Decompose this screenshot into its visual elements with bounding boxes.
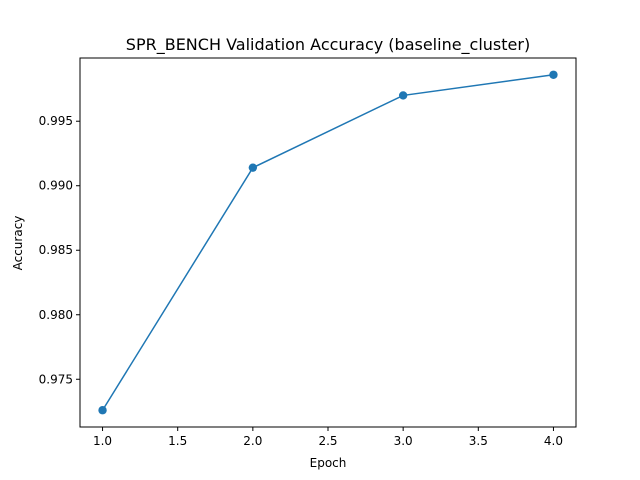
y-axis-label: Accuracy: [11, 216, 25, 271]
x-tick-label: 3.0: [394, 434, 413, 448]
x-axis-ticks: 1.0 1.5 2.0 2.5 3.0 3.5 4.0: [93, 427, 563, 448]
y-tick-label: 0.995: [39, 114, 73, 128]
x-axis-label: Epoch: [310, 456, 347, 470]
data-point: [549, 70, 558, 79]
data-point: [248, 163, 258, 172]
axes-frame: [79, 57, 577, 428]
series-line: [101, 74, 554, 411]
x-tick-label: 2.0: [243, 434, 262, 448]
x-tick-label: 1.0: [93, 434, 112, 448]
y-tick-label: 0.985: [39, 243, 73, 257]
x-tick-label: 4.0: [544, 434, 563, 448]
y-tick-label: 0.990: [39, 179, 73, 193]
x-tick-label: 1.5: [168, 434, 187, 448]
y-tick-label: 0.980: [39, 308, 73, 322]
series-group: [98, 70, 558, 415]
y-axis-ticks: 0.975 0.980 0.985 0.990 0.995: [39, 114, 80, 386]
y-tick-label: 0.975: [39, 372, 73, 386]
plot-area: 1.0 1.5 2.0 2.5 3.0 3.5 4.0 0.9750.9800.9850.9…: [39, 57, 577, 448]
x-tick-label: 3.5: [469, 434, 488, 448]
chart-title: SPR_BENCH Validation Accuracy (baseline_…: [126, 35, 530, 55]
x-tick-label: 2.5: [318, 434, 337, 448]
data-point: [98, 406, 107, 415]
data-point: [398, 91, 408, 100]
